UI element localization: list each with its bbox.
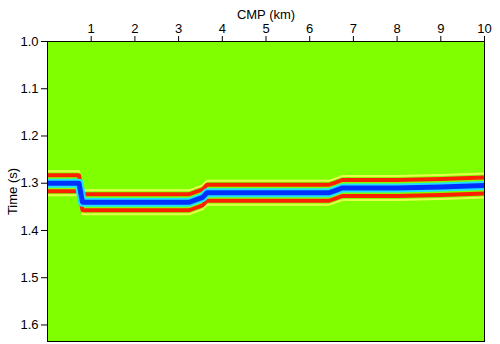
svg-text:1.0: 1.0 <box>20 34 38 49</box>
svg-text:CMP (km): CMP (km) <box>237 7 295 22</box>
svg-text:9: 9 <box>437 21 444 36</box>
svg-text:3: 3 <box>175 21 182 36</box>
svg-text:1.5: 1.5 <box>20 270 38 285</box>
svg-text:4: 4 <box>219 21 226 36</box>
svg-text:1.2: 1.2 <box>20 128 38 143</box>
svg-text:6: 6 <box>306 21 313 36</box>
svg-text:5: 5 <box>262 21 269 36</box>
svg-text:1.6: 1.6 <box>20 317 38 332</box>
svg-text:1.4: 1.4 <box>20 223 38 238</box>
svg-text:8: 8 <box>393 21 400 36</box>
svg-text:10: 10 <box>477 21 491 36</box>
svg-text:1.1: 1.1 <box>20 81 38 96</box>
svg-text:1: 1 <box>88 21 95 36</box>
svg-text:Time (s): Time (s) <box>5 168 20 215</box>
svg-text:2: 2 <box>131 21 138 36</box>
svg-text:7: 7 <box>350 21 357 36</box>
svg-text:1.3: 1.3 <box>20 175 38 190</box>
